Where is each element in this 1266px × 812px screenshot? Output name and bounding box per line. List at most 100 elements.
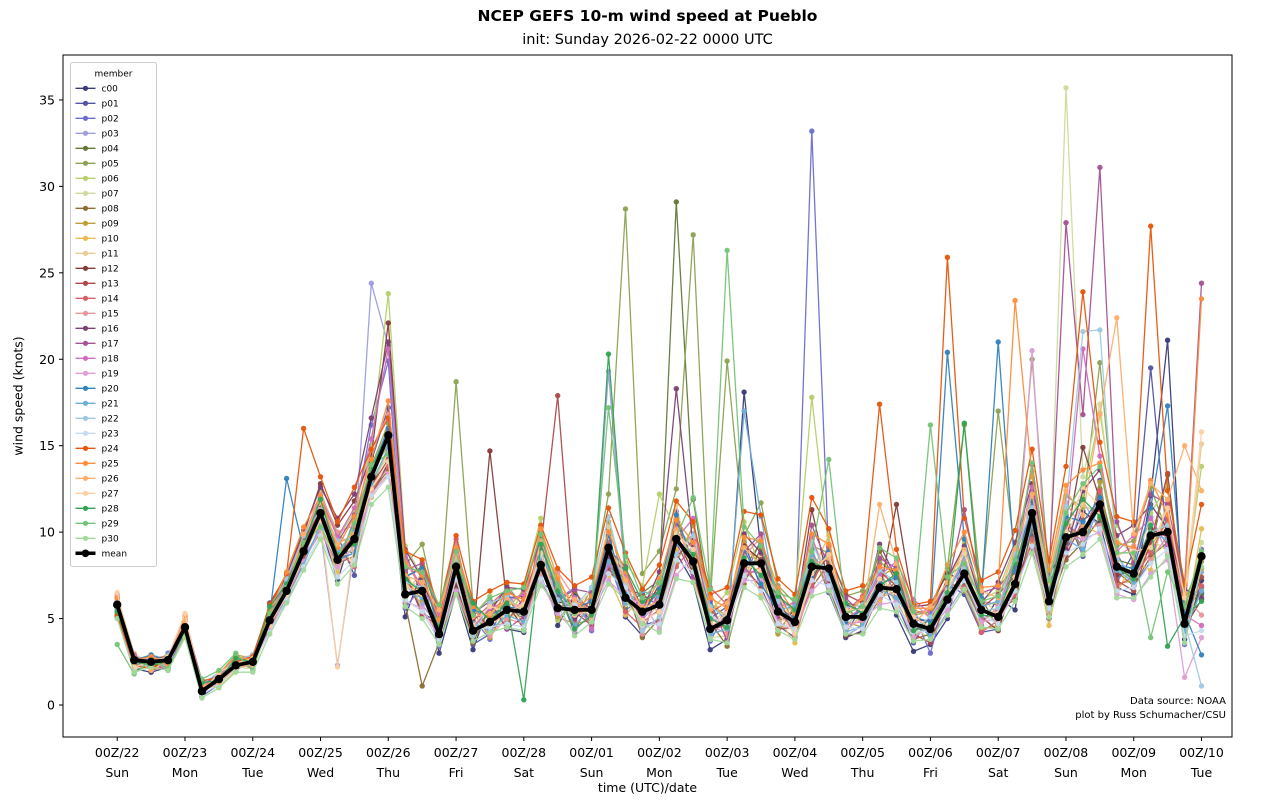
legend-box	[70, 62, 157, 567]
legend-item-label: p13	[102, 280, 119, 290]
chart-title: NCEP GEFS 10-m wind speed at Pueblo	[477, 7, 818, 25]
plot-notes: Data source: NOAA plot by Russ Schumache…	[1075, 695, 1226, 722]
legend-item-label: p28	[102, 505, 119, 515]
legend-item-p22: p22	[75, 415, 119, 425]
legend-item-label: p11	[102, 250, 119, 260]
legend-item-label: p27	[102, 490, 119, 500]
y-tick-label: 10	[39, 525, 55, 540]
legend-item-p19: p19	[75, 370, 119, 380]
legend-item-p18: p18	[75, 355, 119, 365]
y-tick-label: 25	[39, 265, 55, 280]
legend-item-p21: p21	[75, 400, 119, 410]
legend-item-p25: p25	[75, 460, 119, 470]
y-tick-label: 30	[39, 179, 55, 194]
credit-note: plot by Russ Schumacher/CSU	[1075, 709, 1226, 721]
legend-item-label: p15	[102, 310, 119, 320]
legend-item-label: p30	[102, 535, 119, 545]
legend-item-p07: p07	[75, 190, 119, 200]
legend-item-label: p12	[102, 265, 119, 275]
x-tick-date: 00Z/09	[1111, 745, 1156, 760]
legend-item-label: c00	[102, 85, 119, 95]
legend-item-p03: p03	[75, 130, 119, 140]
chart-subtitle: init: Sunday 2026-02-22 0000 UTC	[522, 32, 773, 48]
legend-item-p11: p11	[75, 250, 119, 260]
legend-item-label: p26	[102, 475, 119, 485]
legend-item-label: p19	[102, 370, 119, 380]
x-tick-date: 00Z/06	[908, 745, 953, 760]
x-tick-date: 00Z/01	[569, 745, 614, 760]
legend-item-p20: p20	[75, 385, 119, 395]
x-axis-label: time (UTC)/date	[597, 780, 698, 795]
x-tick-date: 00Z/03	[705, 745, 750, 760]
legend-title: member	[94, 70, 132, 80]
legend-item-label: p25	[102, 460, 119, 470]
legend-item-label: p09	[102, 220, 119, 230]
y-tick-label: 35	[39, 92, 55, 107]
legend-item-label: p16	[102, 325, 119, 335]
legend-item-p15: p15	[75, 310, 119, 320]
x-tick-date: 00Z/10	[1179, 745, 1224, 760]
axis-ticks: 0 5 10 15 20 25 30 35 00Z/22 Sun 00Z/23 Mon 00Z/24 Tu…	[39, 92, 1224, 780]
legend-item-p06: p06	[75, 175, 119, 185]
legend-item-label: p05	[102, 160, 119, 170]
legend-item-p01: p01	[75, 100, 119, 110]
x-tick-day: Thu	[850, 765, 874, 780]
y-axis-label: wind speed (knots)	[10, 336, 26, 456]
x-tick-date: 00Z/23	[163, 745, 208, 760]
legend-item-label: p24	[102, 445, 119, 455]
legend-item-label: p01	[102, 100, 119, 110]
legend-item-p13: p13	[75, 280, 119, 290]
legend-item-label: p10	[102, 235, 119, 245]
series-p29	[114, 247, 1205, 682]
legend-item-mean: mean	[75, 549, 128, 560]
x-tick-day: Wed	[781, 765, 808, 780]
x-tick-day: Mon	[646, 765, 672, 780]
x-tick-date: 00Z/02	[637, 745, 682, 760]
legend-item-p04: p04	[75, 145, 119, 155]
legend-item-p09: p09	[75, 220, 119, 230]
y-tick-label: 5	[47, 611, 55, 626]
x-tick-day: Tue	[1190, 765, 1213, 780]
axes-frame	[62, 54, 1233, 738]
x-tick-day: Fri	[449, 765, 464, 780]
legend-item-label: p23	[102, 430, 119, 440]
x-tick-date: 00Z/07	[976, 745, 1021, 760]
legend-item-p29: p29	[75, 520, 119, 530]
legend-item-label: p02	[102, 115, 119, 125]
legend-item-label: mean	[102, 550, 128, 560]
series-p30	[114, 484, 1205, 701]
x-tick-date: 00Z/08	[1044, 745, 1089, 760]
legend-item-label: p21	[102, 400, 119, 410]
x-tick-date: 00Z/28	[502, 745, 547, 760]
y-tick-label: 20	[39, 352, 55, 367]
legend-item-p30: p30	[75, 535, 119, 545]
x-tick-day: Tue	[715, 765, 738, 780]
legend-item-p17: p17	[75, 340, 119, 350]
x-tick-date: 00Z/22	[95, 745, 140, 760]
x-tick-day: Mon	[1121, 765, 1147, 780]
y-tick-label: 15	[39, 438, 55, 453]
x-tick-date: 00Z/25	[298, 745, 343, 760]
legend-item-p16: p16	[75, 325, 119, 335]
series-p20	[114, 339, 1205, 694]
legend-item-label: p08	[102, 205, 119, 215]
legend-item-p24: p24	[75, 445, 119, 455]
legend: member c00 p01 p02 p03 p04 p05 p06 p07 p08 p09 p10 p…	[70, 62, 157, 567]
legend-item-c00: c00	[75, 85, 119, 95]
legend-item-p23: p23	[75, 430, 119, 440]
x-tick-date: 00Z/26	[366, 745, 411, 760]
legend-item-p28: p28	[75, 505, 119, 515]
legend-item-label: p17	[102, 340, 119, 350]
legend-item-label: p04	[102, 145, 119, 155]
x-tick-day: Wed	[307, 765, 334, 780]
legend-item-p05: p05	[75, 160, 119, 170]
legend-item-label: p22	[102, 415, 119, 425]
data-source-note: Data source: NOAA	[1130, 696, 1226, 707]
series-mean	[113, 431, 1206, 696]
x-tick-day: Sat	[514, 765, 535, 780]
legend-item-label: p20	[102, 385, 119, 395]
x-tick-day: Mon	[172, 765, 198, 780]
legend-item-p12: p12	[75, 265, 119, 275]
